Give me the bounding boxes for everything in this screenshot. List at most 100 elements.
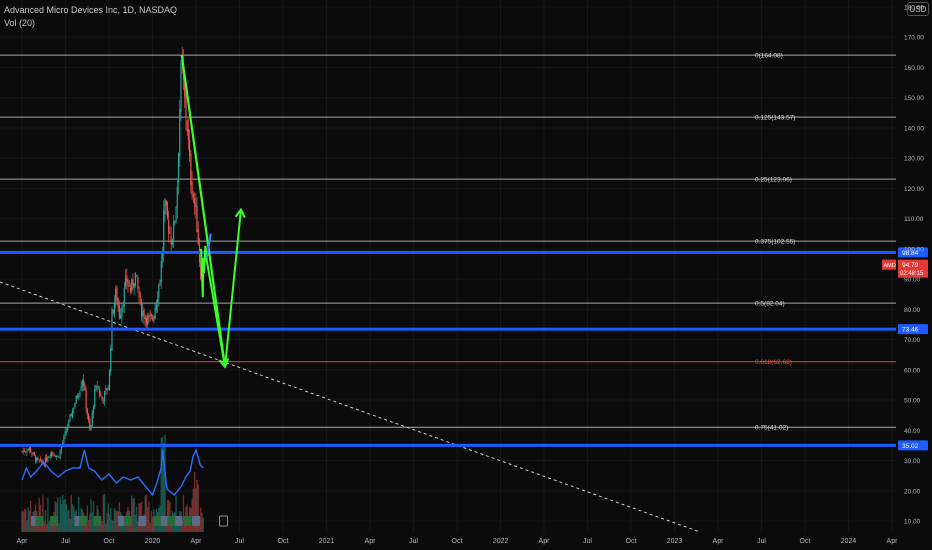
candle-body (166, 202, 169, 218)
earnings-marker[interactable] (160, 516, 169, 526)
dividend-marker[interactable] (35, 516, 44, 526)
candle-body (25, 451, 27, 453)
x-tick-label: 2021 (319, 538, 335, 545)
volume-bar (196, 479, 198, 532)
candle-body (87, 414, 90, 421)
candle-body (127, 280, 129, 286)
volume-bar (200, 507, 202, 532)
volume-bar (182, 494, 185, 532)
volume-indicator-label[interactable]: Vol (20) (4, 18, 36, 28)
projection-arrowhead (218, 358, 230, 369)
horizontal-levels: 98.84 73.46 35.02 (0, 247, 928, 451)
volume-bar (24, 509, 27, 532)
currency-button[interactable]: USD (907, 2, 929, 16)
dividend-marker[interactable] (93, 516, 102, 526)
earnings-marker[interactable] (174, 516, 183, 526)
volume-bar (191, 499, 193, 532)
dividend-marker[interactable] (123, 516, 132, 526)
volume-bar (175, 495, 177, 532)
volume-bar (177, 521, 180, 532)
volume-bar (94, 521, 96, 532)
candle-body (89, 418, 91, 430)
candle-body (33, 452, 35, 456)
earnings-marker[interactable] (192, 516, 200, 526)
candle-body (106, 388, 108, 391)
projection-drop[interactable] (205, 260, 226, 367)
candle-body (179, 108, 181, 157)
volume-bar (113, 508, 116, 532)
volume-bar (43, 521, 45, 532)
projection-blue-stroke (205, 233, 212, 259)
ticker-tag-label: AMD (884, 263, 896, 269)
volume-bar (91, 512, 93, 532)
volume-bar (21, 510, 23, 532)
volume-bar (61, 494, 64, 532)
volume-bar (69, 518, 71, 532)
price-tag-countdown: 02:48:15 (900, 271, 924, 277)
earnings-marker[interactable] (138, 516, 147, 526)
dividend-marker[interactable] (167, 516, 176, 526)
volume-bar (59, 496, 61, 532)
y-axis[interactable]: 180.00 170.00 160.00 150.00 140.00 130.00 120.… (904, 5, 924, 526)
candle-body (38, 460, 40, 461)
candle-body (47, 458, 49, 461)
volume-bar (183, 523, 186, 532)
volume-bar (107, 503, 109, 532)
candle-body (74, 403, 76, 408)
x-tick-label: Jul (409, 538, 418, 545)
dividend-marker[interactable] (49, 516, 58, 526)
y-tick-label: 10.00 (904, 519, 921, 526)
dividend-marker[interactable] (183, 516, 192, 526)
volume-bar (122, 523, 124, 532)
trendline (0, 281, 701, 533)
candle-body (81, 380, 83, 388)
dividend-marker[interactable] (78, 516, 87, 526)
y-tick-label: 120.00 (904, 186, 924, 193)
y-tick-label: 150.00 (904, 95, 924, 102)
projection-downtrend-line[interactable] (180, 54, 227, 367)
volume-bar (137, 521, 139, 532)
upcoming-earnings-marker[interactable] (219, 515, 229, 527)
candle-body (149, 315, 151, 317)
projection-zigzag[interactable] (200, 245, 208, 298)
candle-body (43, 464, 45, 466)
candle-body (142, 310, 144, 316)
projection-rally[interactable] (224, 209, 242, 367)
candle-body (67, 427, 69, 431)
volume-bar (26, 520, 28, 532)
volume-bar (132, 498, 134, 532)
x-axis[interactable]: Apr Jul Oct 2020 Apr Jul Oct 2021 Apr Jul Oct 2022 A… (17, 538, 899, 545)
volume-bar (105, 523, 107, 532)
volume-bar (112, 520, 114, 532)
candle-body (174, 221, 176, 224)
volume-bar (57, 497, 59, 532)
dividend-marker[interactable] (152, 516, 161, 526)
candle-body (121, 307, 123, 318)
candle-body (76, 395, 79, 398)
candle-body (23, 450, 26, 452)
candle-body (54, 455, 56, 458)
y-tick-label: 80.00 (904, 307, 921, 314)
trendline-dashed (0, 281, 701, 533)
candle-body (107, 388, 109, 390)
candle-body (120, 314, 122, 319)
candle-body (78, 395, 80, 397)
x-tick-label: Jul (61, 538, 70, 545)
volume-bar (23, 509, 26, 532)
volume-bar (202, 517, 204, 532)
volume-bar (95, 522, 97, 532)
candle-body (102, 400, 104, 401)
volume-bar (45, 523, 48, 532)
symbol-title[interactable]: Advanced Micro Devices Inc, 1D, NASDAQ (4, 5, 178, 15)
fib-label: 0.75(41.02) (755, 425, 788, 432)
candle-body (190, 153, 192, 185)
y-tick-label: 100.00 (904, 246, 924, 253)
candle-body (83, 379, 85, 386)
volume-bar (70, 495, 72, 532)
x-tick-label: Apr (17, 538, 29, 545)
volume-bar (130, 495, 133, 532)
volume-bar (79, 523, 81, 532)
candle-body (172, 220, 175, 240)
